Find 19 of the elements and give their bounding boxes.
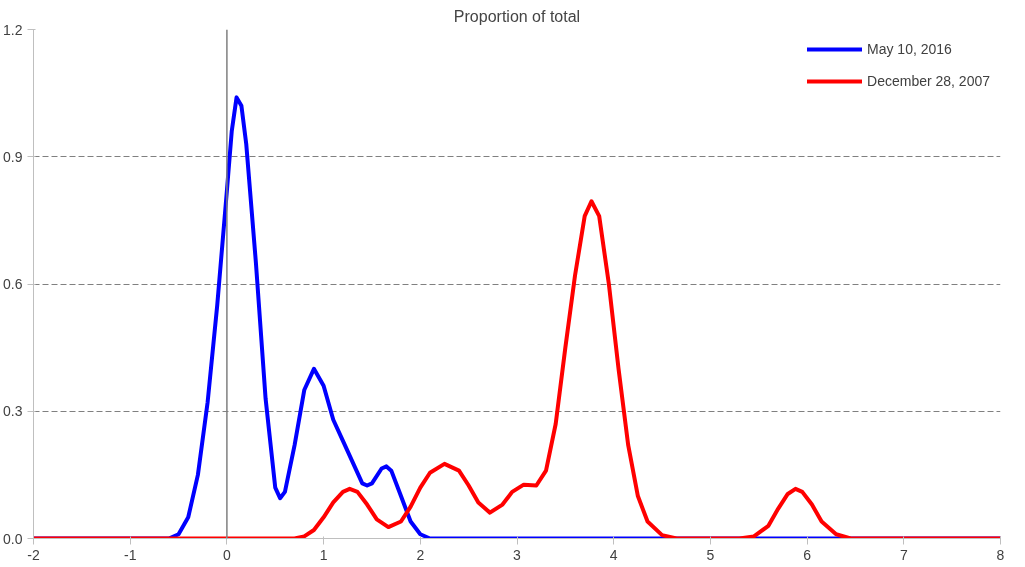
y-tick-label: 1.2	[3, 21, 23, 38]
x-tick-label: 2	[416, 546, 425, 563]
y-tick-label: 0.9	[3, 148, 23, 165]
y-tick-label: 0.0	[3, 530, 23, 547]
chart-title: Proportion of total	[453, 7, 581, 25]
x-tick-label: -1	[123, 546, 137, 563]
x-tick-label: -2	[27, 546, 40, 563]
y-tick-label: 0.3	[3, 403, 23, 420]
x-tick-label: 7	[899, 546, 908, 563]
x-tick-label: 6	[803, 546, 812, 563]
y-tick-label: 0.6	[3, 276, 23, 292]
legend-label: May 10, 2016	[867, 41, 952, 57]
x-tick-label: 3	[513, 546, 522, 563]
x-tick-label: 5	[706, 546, 715, 563]
legend-label: December 28, 2007	[867, 73, 990, 89]
x-tick-label: 1	[319, 546, 328, 563]
x-tick-label: 4	[609, 546, 618, 563]
x-tick-label: 0	[223, 546, 232, 563]
x-tick-label: 8	[996, 546, 1005, 563]
